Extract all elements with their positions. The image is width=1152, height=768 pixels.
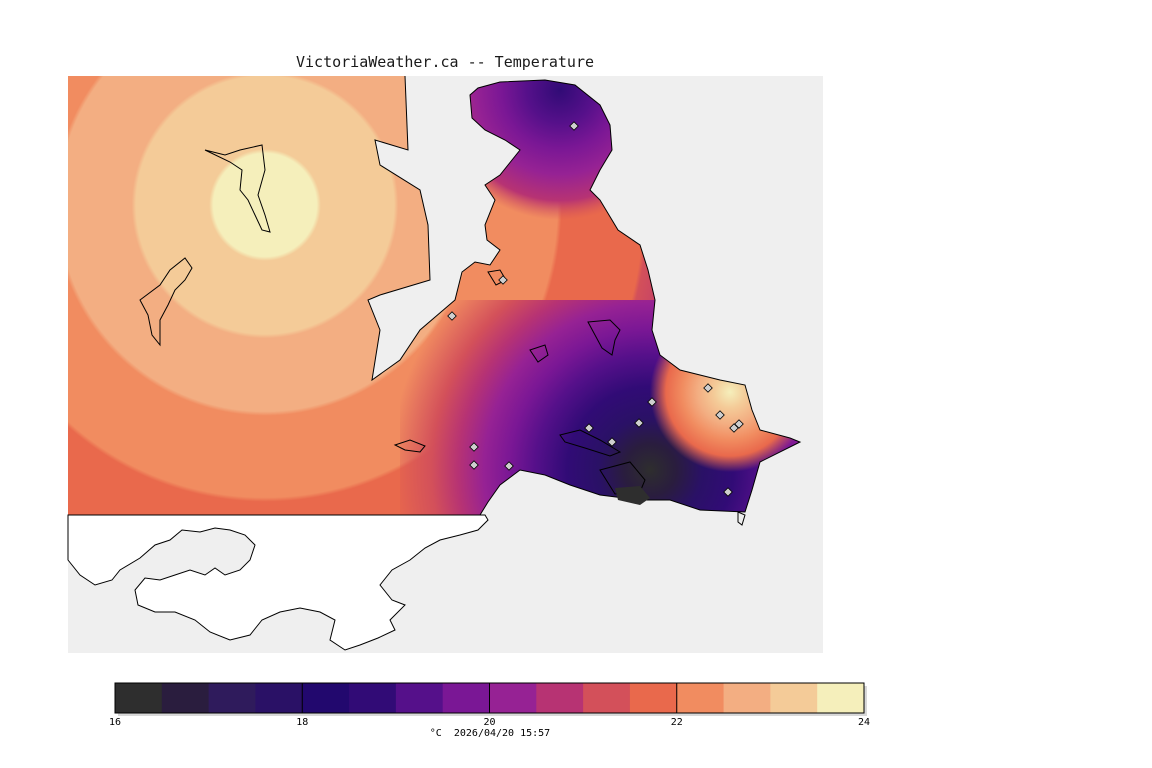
colorbar-units: °C 2026/04/20 15:57 bbox=[429, 728, 551, 739]
colorbar-swatch bbox=[115, 683, 163, 713]
colorbar-swatch bbox=[629, 683, 678, 713]
colorbar-swatch bbox=[770, 683, 818, 713]
colorbar-swatch bbox=[489, 683, 537, 713]
colorbar-swatch bbox=[302, 683, 350, 713]
colorbar-swatch bbox=[208, 683, 256, 713]
colorbar-swatch bbox=[161, 683, 210, 713]
colorbar-swatch bbox=[349, 683, 397, 713]
colorbar-swatch bbox=[536, 683, 584, 713]
colorbar-swatch bbox=[255, 683, 303, 713]
colorbar-tick-label: 20 bbox=[483, 717, 496, 728]
colorbar-swatch bbox=[723, 683, 771, 713]
station-markers bbox=[447, 121, 744, 497]
colorbar-swatch bbox=[817, 683, 865, 713]
colorbar-tick-label: 24 bbox=[857, 717, 871, 728]
colorbar-tick-label: 16 bbox=[108, 717, 122, 728]
colorbar-swatch bbox=[442, 683, 490, 713]
colorbar-swatch bbox=[676, 683, 725, 713]
colorbar bbox=[114, 682, 867, 716]
map-title: VictoriaWeather.ca -- Temperature bbox=[295, 53, 594, 71]
colorbar-swatch bbox=[395, 683, 444, 713]
colorbar-tick-label: 18 bbox=[296, 717, 309, 728]
colorbar-swatch bbox=[583, 683, 631, 713]
colorbar-tick-label: 22 bbox=[670, 717, 683, 728]
coastlines bbox=[139, 75, 802, 526]
land-mass-south bbox=[67, 514, 489, 651]
cold-core bbox=[615, 486, 650, 505]
